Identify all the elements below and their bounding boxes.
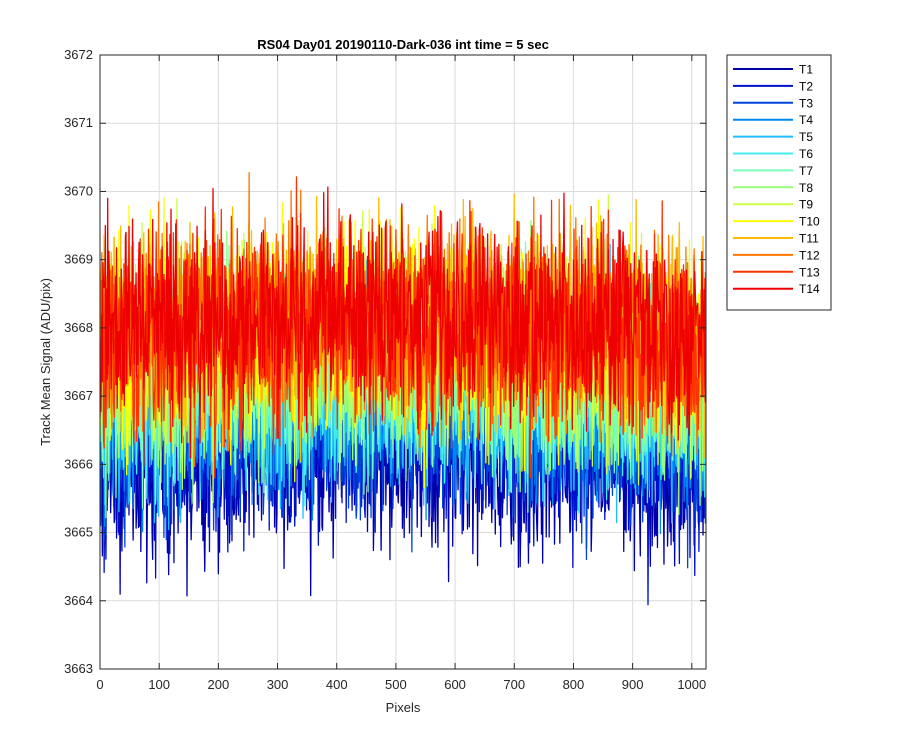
x-tick-label: 600 — [444, 677, 466, 692]
legend-label-t6: T6 — [799, 147, 813, 161]
axes-box — [99, 54, 707, 670]
y-tick-label: 3666 — [64, 456, 93, 471]
legend: T1 T2 T3 T4 T5 T6 T7 T8 T9 T10 T11 T12 T13 T14 — [726, 54, 832, 311]
x-tick-label: 200 — [208, 677, 230, 692]
y-tick-label: 3667 — [64, 388, 93, 403]
y-tick-label: 3668 — [64, 320, 93, 335]
series-layer — [100, 171, 706, 606]
x-tick-label: 300 — [267, 677, 289, 692]
y-tick-label: 3663 — [64, 661, 93, 676]
chart-title: RS04 Day01 20190110-Dark-036 int time = … — [257, 37, 549, 52]
legend-label-t4: T4 — [799, 113, 813, 127]
legend-label-t14: T14 — [799, 282, 820, 296]
x-tick-label: 100 — [148, 677, 170, 692]
legend-box — [726, 54, 832, 311]
y-tick-label: 3672 — [64, 47, 93, 62]
legend-label-t8: T8 — [799, 181, 813, 195]
x-tick-label: 500 — [385, 677, 407, 692]
y-tick-label: 3670 — [64, 183, 93, 198]
y-tick-label: 3665 — [64, 525, 93, 540]
x-tick-label: 700 — [503, 677, 525, 692]
x-axis-label: Pixels — [386, 700, 421, 715]
series-line-t14 — [100, 186, 706, 459]
x-tick-label: 400 — [326, 677, 348, 692]
y-tick-label: 3671 — [64, 115, 93, 130]
legend-label-t12: T12 — [799, 248, 820, 262]
ticks: 0 100 200 300 400 500 600 700 800 900 1000 3663 3664… — [64, 47, 706, 692]
y-axis-label: Track Mean Signal (ADU/pix) — [38, 278, 53, 446]
legend-label-t13: T13 — [799, 265, 820, 279]
y-tick-label: 3669 — [64, 252, 93, 267]
x-tick-label: 900 — [622, 677, 644, 692]
legend-label-t3: T3 — [799, 96, 813, 110]
legend-label-t5: T5 — [799, 130, 813, 144]
x-tick-label: 1000 — [677, 677, 706, 692]
legend-label-t10: T10 — [799, 215, 820, 229]
x-tick-label: 0 — [96, 677, 103, 692]
legend-label-t7: T7 — [799, 164, 813, 178]
y-tick-label: 3664 — [64, 593, 93, 608]
x-tick-label: 800 — [563, 677, 585, 692]
legend-label-t9: T9 — [799, 198, 813, 212]
legend-label-t11: T11 — [799, 232, 819, 246]
legend-label-t1: T1 — [799, 63, 813, 77]
legend-label-t2: T2 — [799, 79, 813, 93]
